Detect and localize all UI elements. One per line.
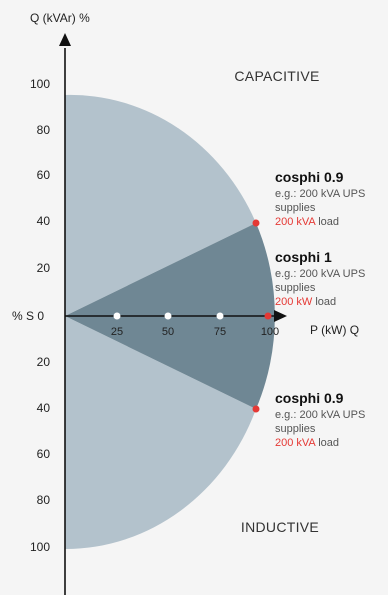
marker-100-red [264,312,272,320]
x-tick-100: 100 [261,326,279,338]
y-tick-lower-40: 40 [37,401,51,415]
annotation-upper-title: cosphi 0.9 [275,169,344,185]
capacitive-label: CAPACITIVE [234,68,319,84]
annotation-lower-line2: supplies [275,423,316,435]
y-tick-upper-20: 20 [37,261,51,275]
annotation-middle-line3: 200 kW load [275,296,336,308]
inductive-label: INDUCTIVE [241,519,319,535]
marker-75 [216,312,224,320]
x-tick-75: 75 [214,326,226,338]
annotation-upper-suffix: load [315,216,339,228]
annotation-upper-line1: e.g.: 200 kVA UPS [275,188,365,200]
annotation-upper-line3: 200 kVA load [275,216,339,228]
y-tick-upper-60: 60 [37,168,51,182]
y-tick-lower-60: 60 [37,447,51,461]
origin-label: % S 0 [12,309,44,323]
annotation-lower-title: cosphi 0.9 [275,390,344,406]
annotation-lower: cosphi 0.9 e.g.: 200 kVA UPS supplies 20… [275,390,365,449]
marker-50 [164,312,172,320]
x-tick-25: 25 [111,326,123,338]
marker-25 [113,312,121,320]
y-axis-title: Q (kVAr) % [30,11,90,25]
marker-capacitive-cosphi [252,219,260,227]
y-tick-lower-20: 20 [37,355,51,369]
y-tick-lower-80: 80 [37,493,51,507]
annotation-lower-suffix: load [315,437,339,449]
annotation-upper-line2: supplies [275,202,316,214]
y-axis-arrow [59,33,71,46]
x-axis-title: P (kW) Q [310,323,359,337]
y-tick-upper-80: 80 [37,123,51,137]
annotation-lower-line1: e.g.: 200 kVA UPS [275,409,365,421]
marker-inductive-cosphi [252,405,260,413]
x-tick-50: 50 [162,326,174,338]
annotation-middle-suffix: load [312,296,336,308]
annotation-middle: cosphi 1 e.g.: 200 kVA UPS supplies 200 … [275,249,365,308]
annotation-lower-highlight: 200 kVA [275,437,316,449]
annotation-middle-line1: e.g.: 200 kVA UPS [275,268,365,280]
y-tick-lower-100: 100 [30,540,50,554]
capacitive-outer-sector [65,94,256,316]
y-tick-upper-40: 40 [37,214,51,228]
annotation-lower-line3: 200 kVA load [275,437,339,449]
annotation-middle-highlight: 200 kW [275,296,313,308]
annotation-upper: cosphi 0.9 e.g.: 200 kVA UPS supplies 20… [275,169,365,228]
annotation-middle-line2: supplies [275,282,316,294]
x-axis-arrow [274,310,287,322]
y-tick-upper-100: 100 [30,77,50,91]
annotation-middle-title: cosphi 1 [275,249,332,265]
inductive-outer-sector [65,316,256,550]
annotation-upper-highlight: 200 kVA [275,216,316,228]
